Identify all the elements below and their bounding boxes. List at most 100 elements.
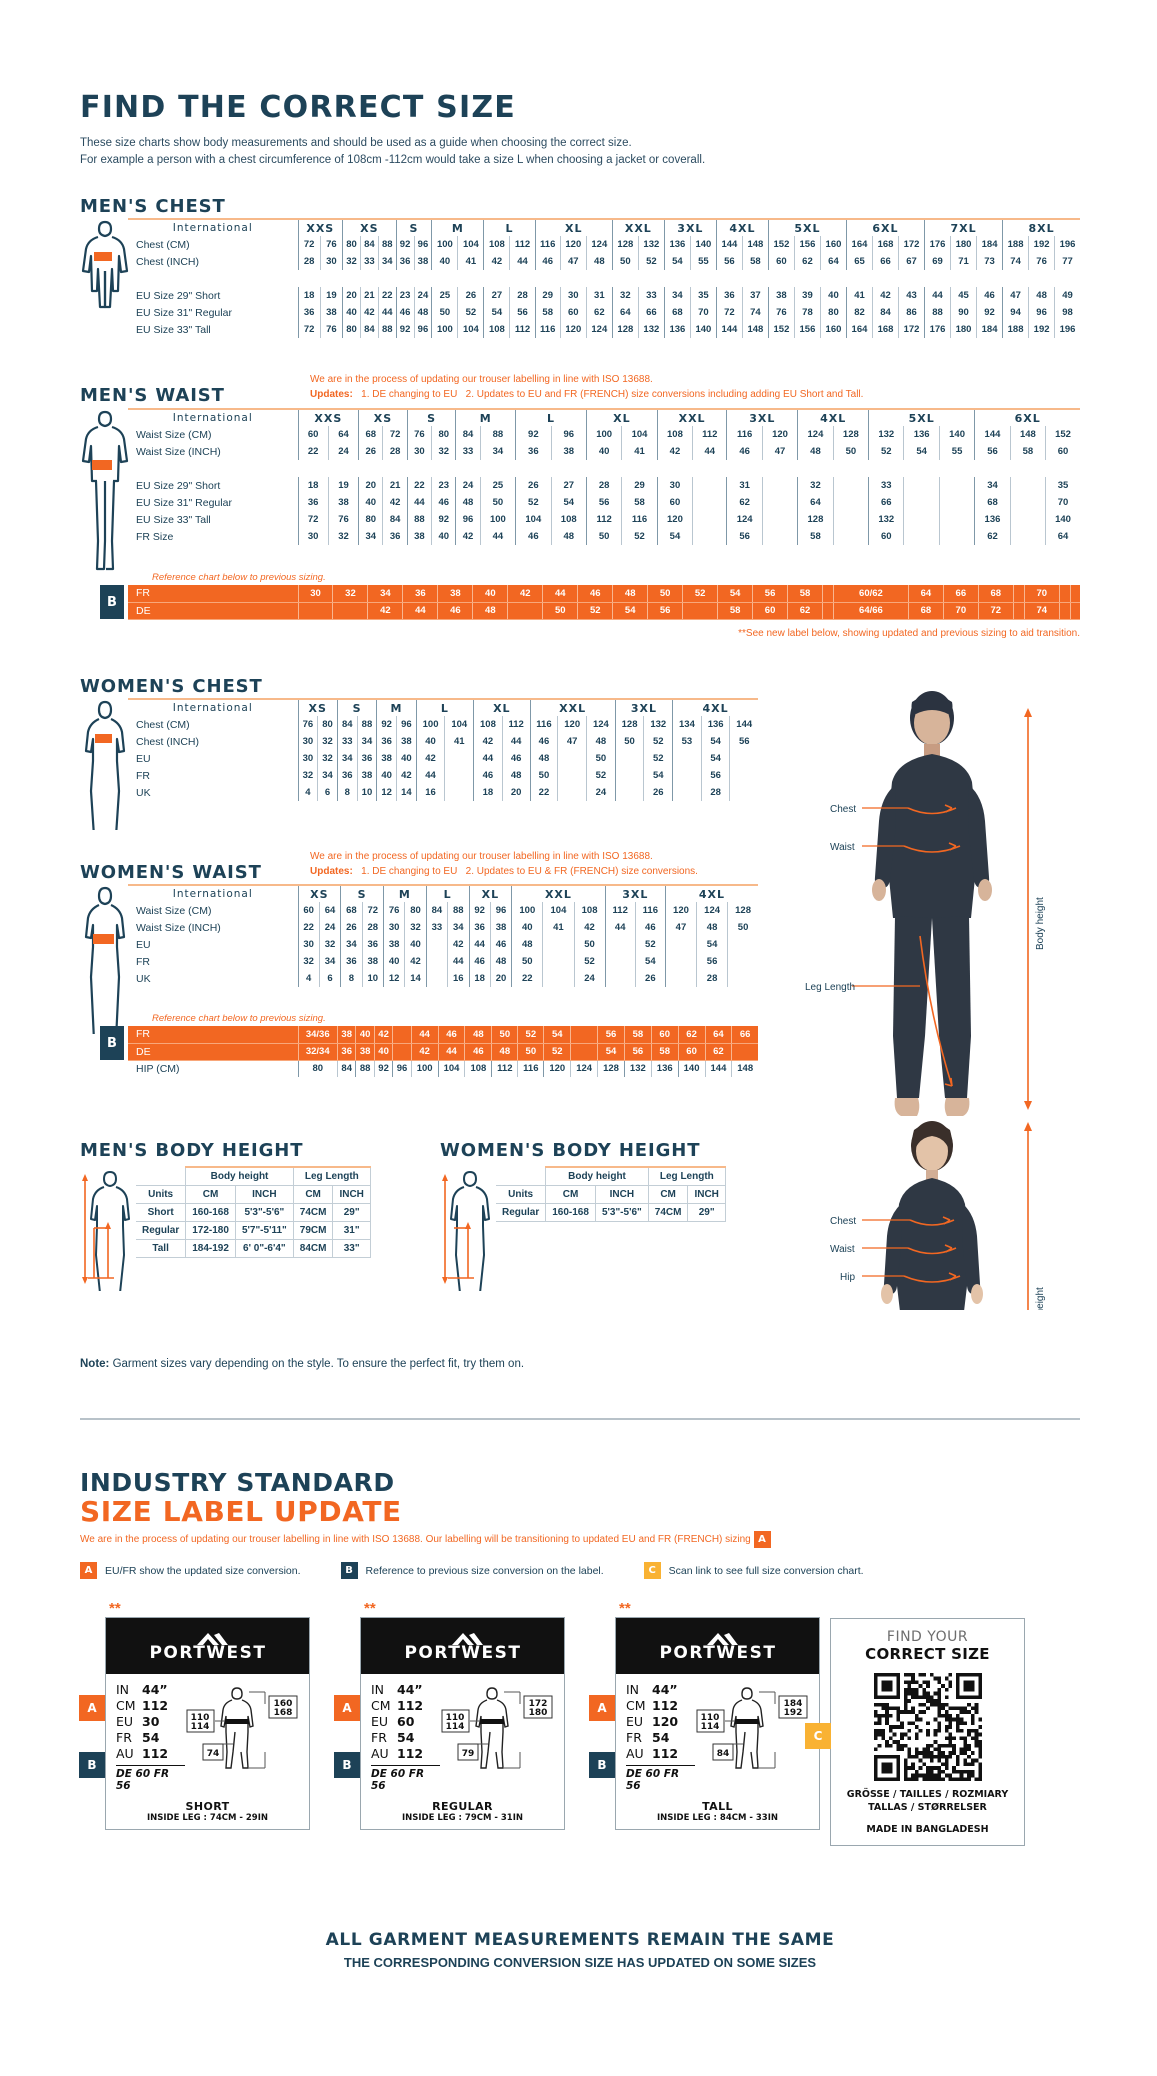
cell — [672, 767, 702, 784]
cell: 40 — [415, 733, 445, 750]
cell: 14 — [396, 784, 417, 801]
cell: 124 — [586, 716, 616, 733]
cell: 36 — [297, 494, 329, 511]
cell: 32 — [431, 443, 456, 460]
cell: 24 — [586, 784, 616, 801]
group-body-height: Body height — [545, 1166, 649, 1186]
label-spec-value: 112 — [397, 1746, 424, 1761]
cell: 96 — [413, 236, 432, 253]
cell: 40 — [376, 767, 397, 784]
cell: 42 — [415, 750, 445, 767]
cell: 20 — [358, 477, 383, 494]
label-spec-value: 44” — [142, 1682, 168, 1697]
cell: 52 — [643, 750, 673, 767]
cell: 38 — [319, 304, 343, 321]
label-spec-key: FR — [371, 1730, 387, 1745]
units-label: Units — [136, 1185, 187, 1204]
label-spec-key: EU — [116, 1714, 134, 1729]
brand-bar: PORTWEST — [616, 1618, 819, 1674]
cell: 32 — [797, 477, 834, 494]
size-group-s: S — [395, 219, 432, 236]
cell: 40 — [472, 585, 508, 603]
cell: 98 — [1054, 304, 1080, 321]
cell: 31" — [332, 1221, 371, 1240]
cell: 88 — [447, 902, 469, 919]
label-inside-leg: INSIDE LEG : 74CM - 29IN — [147, 1813, 268, 1823]
cell — [614, 767, 644, 784]
cell: 38 — [413, 253, 432, 270]
cell: 32 — [318, 936, 341, 953]
size-group-m: M — [376, 699, 417, 716]
unit-cell: INCH — [234, 1185, 294, 1204]
table-row: Chest (INCH) 28 30 32 33 34 36 38 40 41 42 44 46 47 48… — [128, 253, 1080, 270]
table-row: Tall 184-192 6' 0"-6'4" 84CM 33" — [136, 1239, 371, 1258]
label-spec-key: AU — [626, 1746, 644, 1761]
cell: 36 — [715, 287, 743, 304]
cell: 86 — [897, 304, 925, 321]
cell: 34 — [318, 953, 341, 970]
size-group-4xl: 4XL — [664, 885, 758, 902]
label-spec-value: 44” — [397, 1682, 423, 1697]
unit-cell: INCH — [687, 1185, 726, 1204]
cell: 48 — [696, 919, 728, 936]
cell: 108 — [483, 321, 510, 338]
cell: 33 — [359, 253, 379, 270]
mens-waist-table: International XXS XS S M L XL XXL 3XL 4XL 5XL 6XL Wa… — [128, 408, 1080, 545]
cell: 100 — [479, 511, 516, 528]
cell: 188 — [1002, 321, 1029, 338]
cell: 136 — [663, 236, 691, 253]
label-spec-key: CM — [371, 1698, 391, 1713]
cell: 41 — [542, 919, 574, 936]
cell: 52 — [573, 953, 606, 970]
cell: 48 — [489, 953, 512, 970]
cell: 116 — [517, 1060, 544, 1077]
cell: 108 — [656, 426, 693, 443]
cell: 50 — [614, 733, 644, 750]
cell: 66 — [868, 494, 904, 511]
cell: 100 — [511, 902, 543, 919]
size-group-3xl: 3XL — [726, 409, 798, 426]
cell — [425, 936, 448, 953]
chest-highlight — [95, 734, 112, 743]
cell — [672, 784, 702, 801]
womens-waist-title: WOMEN'S WAIST — [80, 862, 262, 883]
svg-text:114: 114 — [701, 1722, 720, 1732]
cell: 48 — [464, 1026, 492, 1044]
label-spec-value: 54 — [397, 1730, 415, 1745]
cell: 58 — [717, 602, 753, 620]
size-group-3xl: 3XL — [614, 699, 673, 716]
label-asterisks: ** — [364, 1600, 376, 1617]
legend-chip-c: C — [643, 1562, 661, 1579]
cell: 38 — [406, 528, 432, 545]
cell — [1058, 602, 1071, 620]
label-spec-key: FR — [116, 1730, 132, 1745]
cell: 42 — [447, 936, 469, 953]
mens-waist-title: MEN'S WAIST — [80, 385, 225, 406]
cell: 84 — [336, 716, 358, 733]
size-group-m: M — [383, 885, 427, 902]
svg-text:Body height: Body height — [1035, 897, 1046, 950]
table-row: Chest (CM) 76 80 84 88 92 96 100 104 108 112 116 120… — [128, 716, 758, 733]
cell — [1058, 585, 1071, 603]
cell: 40 — [431, 528, 456, 545]
industry-lead-text: We are in the process of updating our tr… — [80, 1534, 751, 1546]
cell: 120 — [559, 236, 587, 253]
page-header: FIND THE CORRECT SIZE These size charts … — [80, 90, 1080, 168]
cell: 54 — [700, 750, 730, 767]
cell: 92 — [976, 304, 1003, 321]
mens-chest-table-wrap: International XXS XS S M L XL XXL 3XL 4XL 5XL 6XL 7X… — [128, 218, 1080, 338]
cell: 62 — [704, 1043, 732, 1061]
cell: 62 — [787, 602, 823, 620]
cell: 40 — [431, 253, 458, 270]
cell: 69 — [924, 253, 951, 270]
cell: 46 — [515, 528, 552, 545]
cell: 22 — [297, 443, 329, 460]
cell: 66 — [637, 304, 665, 321]
cell: 144 — [704, 1060, 732, 1077]
cell: 44 — [692, 443, 727, 460]
cell — [444, 784, 474, 801]
table-header-row: Body height Leg Length — [136, 1166, 371, 1186]
cell — [1009, 494, 1046, 511]
cell: 132 — [643, 716, 673, 733]
qr-code-icon[interactable] — [873, 1673, 982, 1781]
